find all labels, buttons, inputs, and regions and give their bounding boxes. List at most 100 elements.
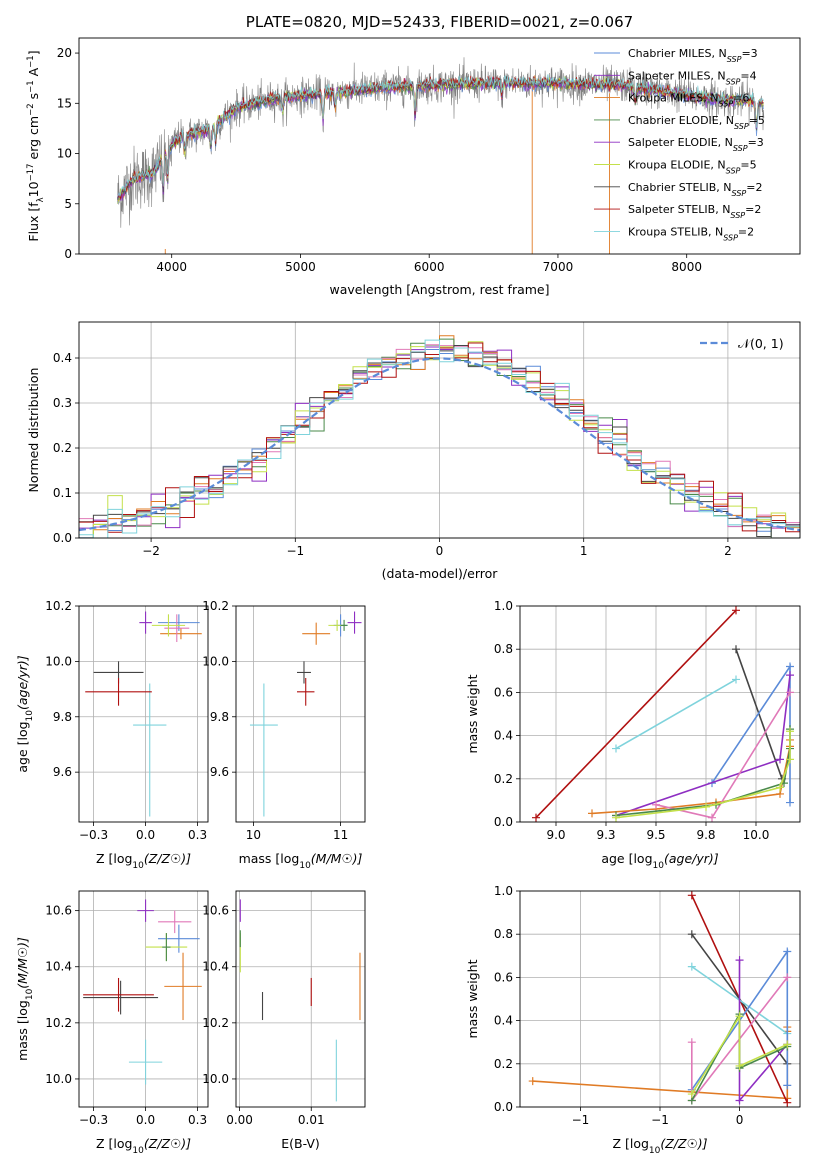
weight_vs_age-series-line xyxy=(535,609,737,819)
normal-curve xyxy=(79,357,800,532)
spectrum-xtick-label: 4000 xyxy=(156,260,187,274)
weight_vs_age-marker xyxy=(532,813,540,822)
age_vs_Z-ytick-label: 9.8 xyxy=(53,710,72,724)
mass_vs_EBV-axes: 0.00 0.01 10.0 10.2 10.4 10.6 xyxy=(202,891,365,1127)
axis-label: Z [log10(Z/Z☉)] xyxy=(612,1136,707,1156)
weight_vs_age-marker xyxy=(786,671,794,680)
weight_vs_Z-ytick-label: 0.4 xyxy=(494,1014,513,1028)
spectrum-ytick-label: 15 xyxy=(57,96,72,110)
weight_vs_age-marker xyxy=(786,798,794,807)
spectrum-frame xyxy=(78,37,801,255)
legend-entry: Kroupa STELIB, NSSP=2 xyxy=(628,225,754,242)
legend-entry: Salpeter MILES, NSSP=4 xyxy=(628,69,757,86)
mass_vs_Z-xtick-label: −0.3 xyxy=(79,1113,108,1127)
age_vs_mass-ytick-label: 9.6 xyxy=(210,765,229,779)
age_vs_Z-xtick-label: 0.3 xyxy=(188,828,207,842)
age_vs_mass-xtick-label: 10 xyxy=(246,828,261,842)
weight_vs_age-xtick-label: 9.0 xyxy=(546,828,565,842)
axis-label: mass [log10(M/M☉)] xyxy=(15,937,35,1061)
histogram-ytick-label: 0.4 xyxy=(53,351,72,365)
mass_vs_Z-ytick-label: 10.6 xyxy=(45,904,72,918)
histogram-ytick-label: 0.3 xyxy=(53,396,72,410)
histogram-plot-area xyxy=(79,335,800,538)
age_vs_Z-point xyxy=(85,678,152,706)
histogram-ytick-label: 0.2 xyxy=(53,441,72,455)
weight_vs_age-marker xyxy=(612,744,620,753)
spectrum-axes: 4000 5000 6000 7000 8000 0 5 10 15 20 xyxy=(57,46,702,274)
weight_vs_age-marker xyxy=(652,800,660,809)
weight_vs_age-ytick-label: 0.0 xyxy=(494,815,513,829)
histogram-xtick-label: 2 xyxy=(724,544,732,558)
mass_vs_EBV-ytick-label: 10.2 xyxy=(202,1016,229,1030)
weight_vs_age-ytick-label: 0.4 xyxy=(494,729,513,743)
weight_vs_Z-xtick-label: −1 xyxy=(651,1113,669,1127)
weight_vs_age-ytick-label: 0.6 xyxy=(494,685,513,699)
weight_vs_Z-marker xyxy=(687,930,696,939)
weight_vs_age-marker xyxy=(786,727,794,736)
weight_vs_age-marker xyxy=(588,809,596,818)
age_vs_Z-frame xyxy=(78,605,209,823)
mass_vs_EBV-xtick-label: 0.01 xyxy=(298,1113,325,1127)
weight_vs_age-marker xyxy=(732,675,740,684)
weight_vs_Z-marker xyxy=(528,1077,537,1086)
weight_vs_Z-marker xyxy=(735,1012,744,1021)
weight_vs_Z-marker xyxy=(783,1098,792,1107)
mass_vs_Z-xtick-label: 0.3 xyxy=(188,1113,207,1127)
axis-label: mass [log10(M/M☉)] xyxy=(239,851,363,871)
age_vs_mass-frame xyxy=(235,605,366,823)
weight_vs_age-marker xyxy=(786,688,794,697)
mass_vs_Z-point xyxy=(164,952,202,1021)
weight_vs_age-xtick-label: 10.0 xyxy=(743,828,770,842)
age_vs_Z-point xyxy=(160,628,202,640)
weight_vs_Z-ytick-label: 0.0 xyxy=(494,1100,513,1114)
age_vs_mass-point xyxy=(249,683,278,817)
spectrum-ylabel: Flux [fλ10−17 erg cm−2 s−1 A−1] xyxy=(26,50,46,241)
mass_vs_Z-point xyxy=(162,933,171,962)
histogram-frame xyxy=(78,321,801,539)
axis-label: age [log10(age/yr)] xyxy=(601,851,718,871)
spectrum-ytick-label: 0 xyxy=(64,247,72,261)
axis-label: mass weight xyxy=(465,674,480,753)
weight_vs_Z-marker xyxy=(783,1081,792,1090)
weight_vs_age-marker xyxy=(732,606,740,615)
axis-label: E(B-V) xyxy=(281,1136,320,1151)
mass_vs_EBV-frame xyxy=(235,890,366,1108)
histogram-axes: −2 −1 0 1 2 0.0 0.1 0.2 0.3 0.4 xyxy=(53,322,800,558)
axis-label: wavelength [Angstrom, rest frame] xyxy=(329,282,549,297)
spectrum-ytick-label: 5 xyxy=(64,197,72,211)
weight_vs_age-marker xyxy=(702,802,710,811)
figure-title: PLATE=0820, MJD=52433, FIBERID=0021, z=0… xyxy=(246,13,633,31)
spectrum-model-line xyxy=(117,75,764,200)
age_vs_mass-point xyxy=(347,611,362,634)
weight_vs_Z-marker xyxy=(687,962,696,971)
weight_vs_Z-marker xyxy=(735,956,744,965)
weight_vs_Z-ytick-label: 0.6 xyxy=(494,970,513,984)
weight_vs_Z-xtick-label: 0 xyxy=(736,1113,744,1127)
weight_vs_age-xtick-label: 9.3 xyxy=(596,828,615,842)
weight_vs_Z-ytick-label: 1.0 xyxy=(494,884,513,898)
weight_vs_age-marker xyxy=(612,813,620,822)
age_vs_Z-point xyxy=(151,614,186,637)
spectrum-xtick-label: 8000 xyxy=(671,260,702,274)
spectrum-xtick-label: 7000 xyxy=(543,260,574,274)
legend-entry: Kroupa ELODIE, NSSP=5 xyxy=(628,159,757,176)
axis-label: age [log10(age/yr)] xyxy=(15,655,35,772)
weight_vs_age-ytick-label: 0.2 xyxy=(494,772,513,786)
weight_vs_age-ytick-label: 1.0 xyxy=(494,599,513,613)
histogram-xtick-label: −2 xyxy=(142,544,160,558)
histogram-step-line xyxy=(79,339,800,538)
mass_vs_EBV-ytick-label: 10.6 xyxy=(202,904,229,918)
age_vs_mass-ytick-label: 9.8 xyxy=(210,710,229,724)
legend-entry: Salpeter STELIB, NSSP=2 xyxy=(628,203,761,220)
age_vs_mass-plot-area xyxy=(249,611,362,817)
weight_vs_Z-marker xyxy=(687,1038,696,1047)
weight_vs_Z-marker xyxy=(735,1096,744,1105)
age_vs_Z-xtick-label: 0.0 xyxy=(136,828,155,842)
weight_vs_Z-marker xyxy=(783,1040,792,1049)
histogram-xtick-label: −1 xyxy=(286,544,304,558)
mass_vs_Z-point xyxy=(83,980,159,1015)
weight_vs_Z-ytick-label: 0.2 xyxy=(494,1057,513,1071)
age_vs_Z-point xyxy=(139,611,152,634)
weight_vs_Z-marker xyxy=(687,891,696,900)
legend-entry: Chabrier ELODIE, NSSP=5 xyxy=(628,114,765,130)
